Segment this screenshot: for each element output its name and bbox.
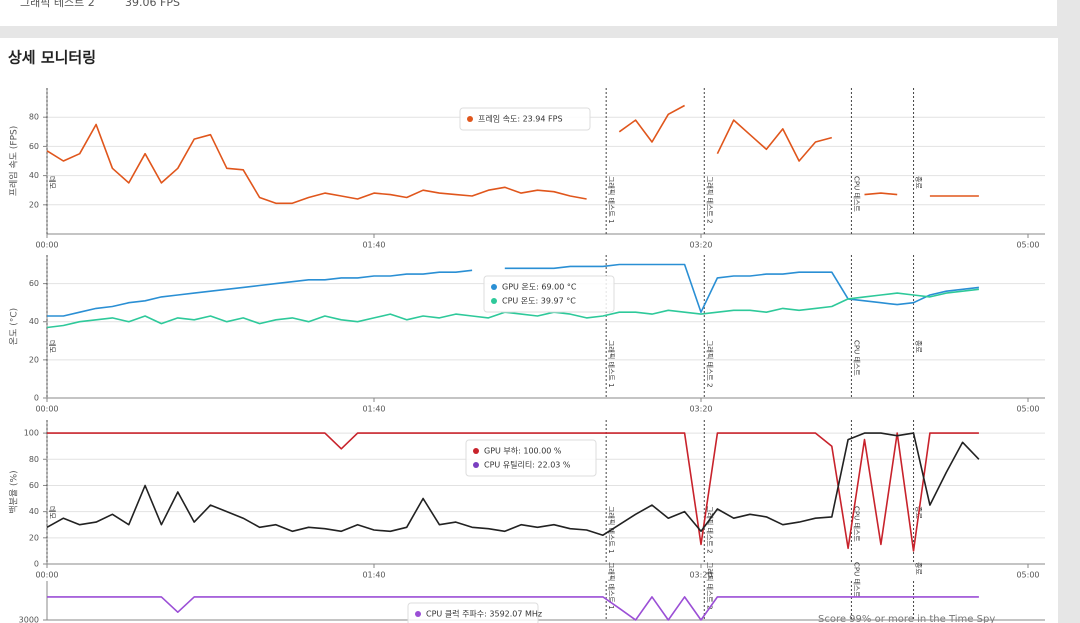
tooltip-box bbox=[459, 107, 591, 131]
series-line bbox=[47, 432, 979, 552]
tooltip-text: 프레임 속도: 23.94 FPS bbox=[478, 115, 563, 124]
x-tick-label: 00:00 bbox=[35, 571, 58, 580]
y-tick-label: 0 bbox=[34, 560, 39, 569]
tooltip-dot bbox=[491, 298, 497, 304]
summary-card bbox=[0, 0, 1057, 26]
annotation-label: 종료 bbox=[915, 562, 923, 575]
y-tick-label: 40 bbox=[29, 317, 39, 326]
annotation-label: CPU 테스트 bbox=[852, 176, 860, 212]
annotation-label: CPU 테스트 bbox=[852, 562, 860, 598]
section-title: 상세 모니터링 bbox=[8, 49, 96, 67]
annotation-label: CPU 테스트 bbox=[852, 340, 860, 376]
tooltip-dot bbox=[467, 116, 473, 122]
x-tick-label: 05:00 bbox=[1016, 405, 1039, 414]
tooltip-text: CPU 클럭 주파수: 3592.07 MHz bbox=[426, 609, 542, 619]
summary-label: 그래픽 테스트 2 bbox=[20, 0, 95, 9]
tooltip-dot bbox=[491, 284, 497, 290]
x-tick-label: 05:00 bbox=[1016, 241, 1039, 250]
y-tick-label: 60 bbox=[29, 279, 39, 288]
x-tick-label: 05:00 bbox=[1016, 571, 1039, 580]
tooltip-text: CPU 유틸리티: 22.03 % bbox=[484, 460, 571, 470]
annotation-label: 데모 bbox=[48, 506, 56, 519]
annotation-label: 종료 bbox=[915, 176, 923, 189]
y-tick-label: 0 bbox=[34, 394, 39, 403]
annotation-label: 그래픽 테스트 1 bbox=[607, 176, 616, 224]
annotation-label: 종료 bbox=[915, 340, 923, 353]
tooltip-dot bbox=[473, 448, 479, 454]
annotation-label: 데모 bbox=[48, 340, 56, 353]
tooltip-text: GPU 부하: 100.00 % bbox=[484, 446, 562, 456]
y-tick-label: 40 bbox=[29, 171, 39, 180]
annotation-label: 그래픽 테스트 2 bbox=[705, 506, 714, 554]
x-tick-label: 01:40 bbox=[362, 405, 385, 414]
x-tick-label: 03:20 bbox=[689, 405, 712, 414]
tooltip-box bbox=[465, 439, 597, 477]
y-tick-label: 20 bbox=[29, 200, 39, 209]
tooltip-box bbox=[483, 275, 615, 313]
tooltip-text: CPU 온도: 39.97 °C bbox=[502, 297, 576, 306]
y-tick-label: 3000 bbox=[19, 616, 39, 623]
y-tick-label: 60 bbox=[29, 481, 39, 490]
annotation-label: 그래픽 테스트 2 bbox=[705, 176, 714, 224]
x-tick-label: 03:20 bbox=[689, 241, 712, 250]
y-tick-label: 40 bbox=[29, 507, 39, 516]
tooltip-dot bbox=[473, 462, 479, 468]
annotation-label: 데모 bbox=[48, 176, 56, 189]
annotation-label: 그래픽 테스트 1 bbox=[607, 562, 616, 610]
y-tick-label: 20 bbox=[29, 355, 39, 364]
footer-text: Score 99% or more in the Time Spy bbox=[818, 614, 995, 623]
y-tick-label: 80 bbox=[29, 455, 39, 464]
series-line bbox=[46, 288, 979, 329]
x-tick-label: 03:20 bbox=[689, 571, 712, 580]
y-tick-label: 80 bbox=[29, 113, 39, 122]
x-tick-label: 01:40 bbox=[362, 241, 385, 250]
annotation-label: 그래픽 테스트 2 bbox=[705, 340, 714, 388]
annotation-label: 그래픽 테스트 2 bbox=[705, 562, 714, 610]
tooltip-text: GPU 온도: 69.00 °C bbox=[502, 283, 577, 292]
series-line bbox=[46, 432, 980, 536]
series-line bbox=[47, 596, 979, 621]
series-line bbox=[46, 104, 979, 205]
y-tick-label: 60 bbox=[29, 142, 39, 151]
y-axis-label: 백분율 (%) bbox=[9, 470, 20, 513]
y-tick-label: 20 bbox=[29, 533, 39, 542]
y-axis-label: 온도 (°C) bbox=[9, 308, 20, 345]
summary-value: 39.06 FPS bbox=[125, 0, 180, 9]
series-line bbox=[47, 263, 979, 317]
annotation-label: 그래픽 테스트 1 bbox=[607, 340, 616, 388]
x-tick-label: 01:40 bbox=[362, 571, 385, 580]
y-tick-label: 100 bbox=[24, 429, 39, 438]
x-tick-label: 00:00 bbox=[35, 405, 58, 414]
x-tick-label: 00:00 bbox=[35, 241, 58, 250]
tooltip-box bbox=[407, 602, 539, 623]
y-axis-label: 프레임 속도 (FPS) bbox=[8, 126, 20, 196]
tooltip-dot bbox=[415, 611, 421, 617]
annotation-label: CPU 테스트 bbox=[852, 506, 860, 542]
